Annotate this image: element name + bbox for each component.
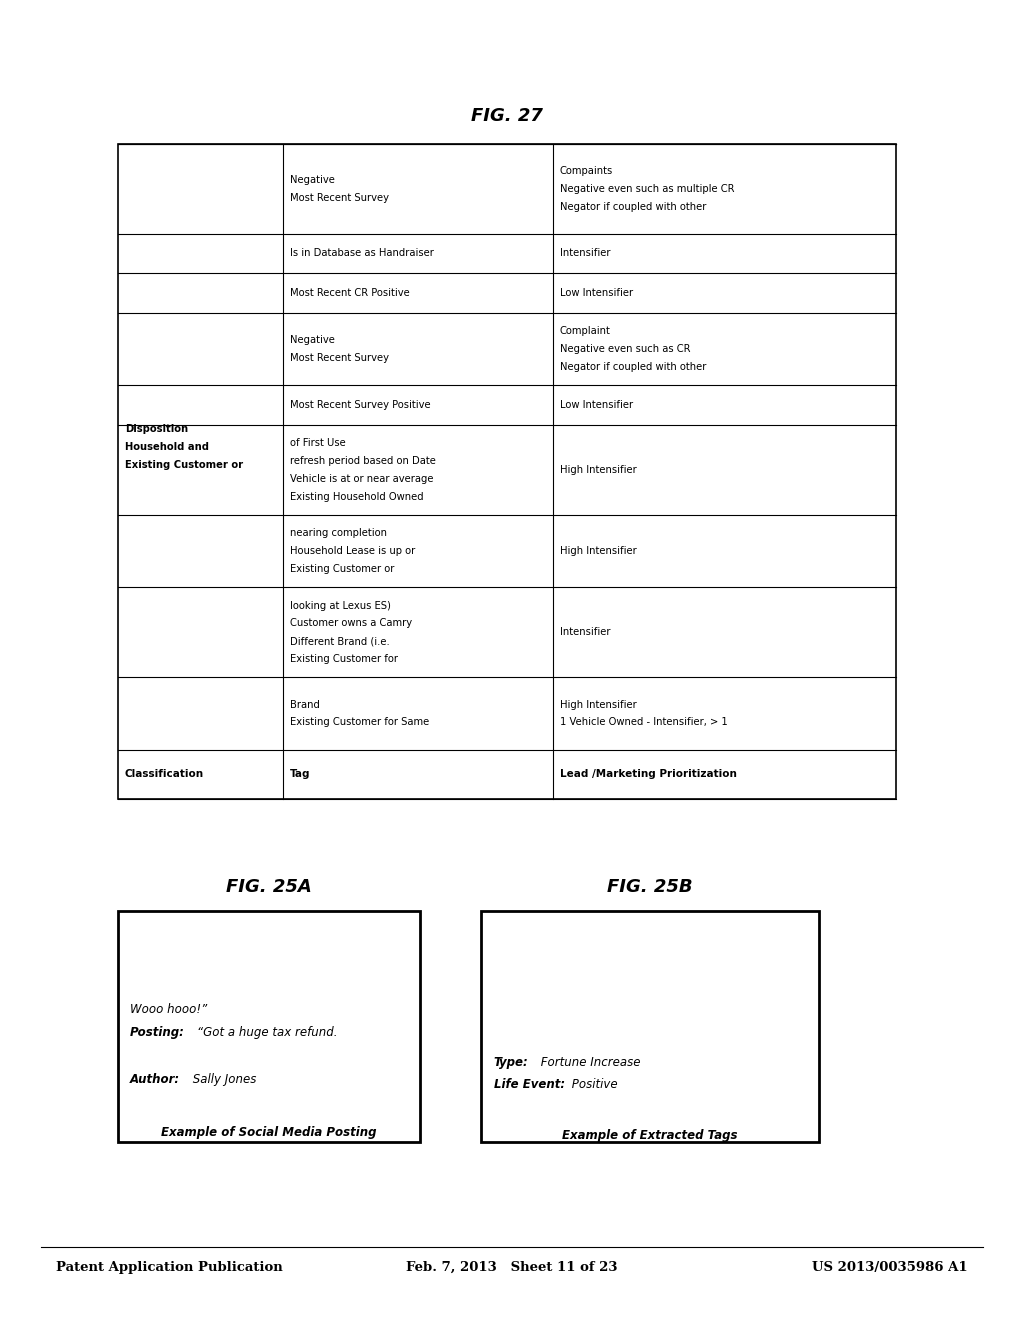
Text: FIG. 25B: FIG. 25B (607, 878, 693, 896)
Text: Feb. 7, 2013   Sheet 11 of 23: Feb. 7, 2013 Sheet 11 of 23 (407, 1261, 617, 1274)
Text: Example of Social Media Posting: Example of Social Media Posting (161, 1126, 377, 1139)
Text: Negative: Negative (290, 174, 335, 185)
Text: Sally Jones: Sally Jones (189, 1073, 257, 1086)
Text: Existing Customer or: Existing Customer or (290, 564, 394, 574)
Text: Complaint: Complaint (560, 326, 611, 337)
Text: Vehicle is at or near average: Vehicle is at or near average (290, 474, 433, 484)
Text: Low Intensifier: Low Intensifier (560, 288, 633, 298)
Text: Different Brand (i.e.: Different Brand (i.e. (290, 636, 390, 647)
Text: Posting:: Posting: (130, 1026, 185, 1039)
Text: Existing Customer for: Existing Customer for (290, 653, 398, 664)
Text: nearing completion: nearing completion (290, 528, 387, 539)
Text: refresh period based on Date: refresh period based on Date (290, 455, 436, 466)
Text: Life Event:: Life Event: (494, 1078, 564, 1092)
Text: FIG. 25A: FIG. 25A (226, 878, 311, 896)
Text: Author:: Author: (130, 1073, 180, 1086)
Text: Brand: Brand (290, 700, 319, 710)
Text: Existing Customer for Same: Existing Customer for Same (290, 717, 429, 727)
Text: Most Recent Survey Positive: Most Recent Survey Positive (290, 400, 430, 411)
Text: Wooo hooo!”: Wooo hooo!” (130, 1003, 207, 1016)
Text: Tag: Tag (290, 770, 310, 779)
Text: Compaints: Compaints (560, 166, 613, 176)
Text: Lead /Marketing Prioritization: Lead /Marketing Prioritization (560, 770, 737, 779)
Text: Classification: Classification (125, 770, 204, 779)
Text: Negative: Negative (290, 335, 335, 346)
Text: Existing Customer or: Existing Customer or (125, 459, 243, 470)
Text: 1 Vehicle Owned - Intensifier, > 1: 1 Vehicle Owned - Intensifier, > 1 (560, 717, 728, 727)
Text: Low Intensifier: Low Intensifier (560, 400, 633, 411)
Text: Type:: Type: (494, 1056, 528, 1069)
Text: High Intensifier: High Intensifier (560, 465, 637, 475)
Text: Negator if coupled with other: Negator if coupled with other (560, 202, 707, 211)
Text: Positive: Positive (568, 1078, 617, 1092)
Text: Most Recent Survey: Most Recent Survey (290, 193, 389, 203)
Text: Negator if coupled with other: Negator if coupled with other (560, 362, 707, 372)
Text: FIG. 27: FIG. 27 (471, 107, 543, 125)
Text: “Got a huge tax refund.: “Got a huge tax refund. (197, 1026, 337, 1039)
Text: Existing Household Owned: Existing Household Owned (290, 491, 424, 502)
Text: Disposition: Disposition (125, 424, 188, 434)
Text: Negative even such as multiple CR: Negative even such as multiple CR (560, 183, 734, 194)
Text: Most Recent CR Positive: Most Recent CR Positive (290, 288, 410, 298)
Text: High Intensifier: High Intensifier (560, 700, 637, 710)
Text: US 2013/0035986 A1: US 2013/0035986 A1 (812, 1261, 968, 1274)
Text: looking at Lexus ES): looking at Lexus ES) (290, 601, 391, 611)
Bar (118, 144, 896, 799)
Text: Household and: Household and (125, 442, 209, 451)
Text: Household Lease is up or: Household Lease is up or (290, 546, 415, 556)
Text: Negative even such as CR: Negative even such as CR (560, 345, 690, 354)
Text: Intensifier: Intensifier (560, 627, 610, 638)
Bar (481, 911, 819, 1142)
Text: Patent Application Publication: Patent Application Publication (56, 1261, 283, 1274)
Text: Example of Extracted Tags: Example of Extracted Tags (562, 1129, 738, 1142)
Text: High Intensifier: High Intensifier (560, 546, 637, 556)
Text: Is in Database as Handraiser: Is in Database as Handraiser (290, 248, 434, 259)
Text: Customer owns a Camry: Customer owns a Camry (290, 618, 412, 628)
Text: Intensifier: Intensifier (560, 248, 610, 259)
Text: Most Recent Survey: Most Recent Survey (290, 352, 389, 363)
Bar (118, 911, 420, 1142)
Text: Fortune Increase: Fortune Increase (537, 1056, 640, 1069)
Text: of First Use: of First Use (290, 438, 346, 449)
